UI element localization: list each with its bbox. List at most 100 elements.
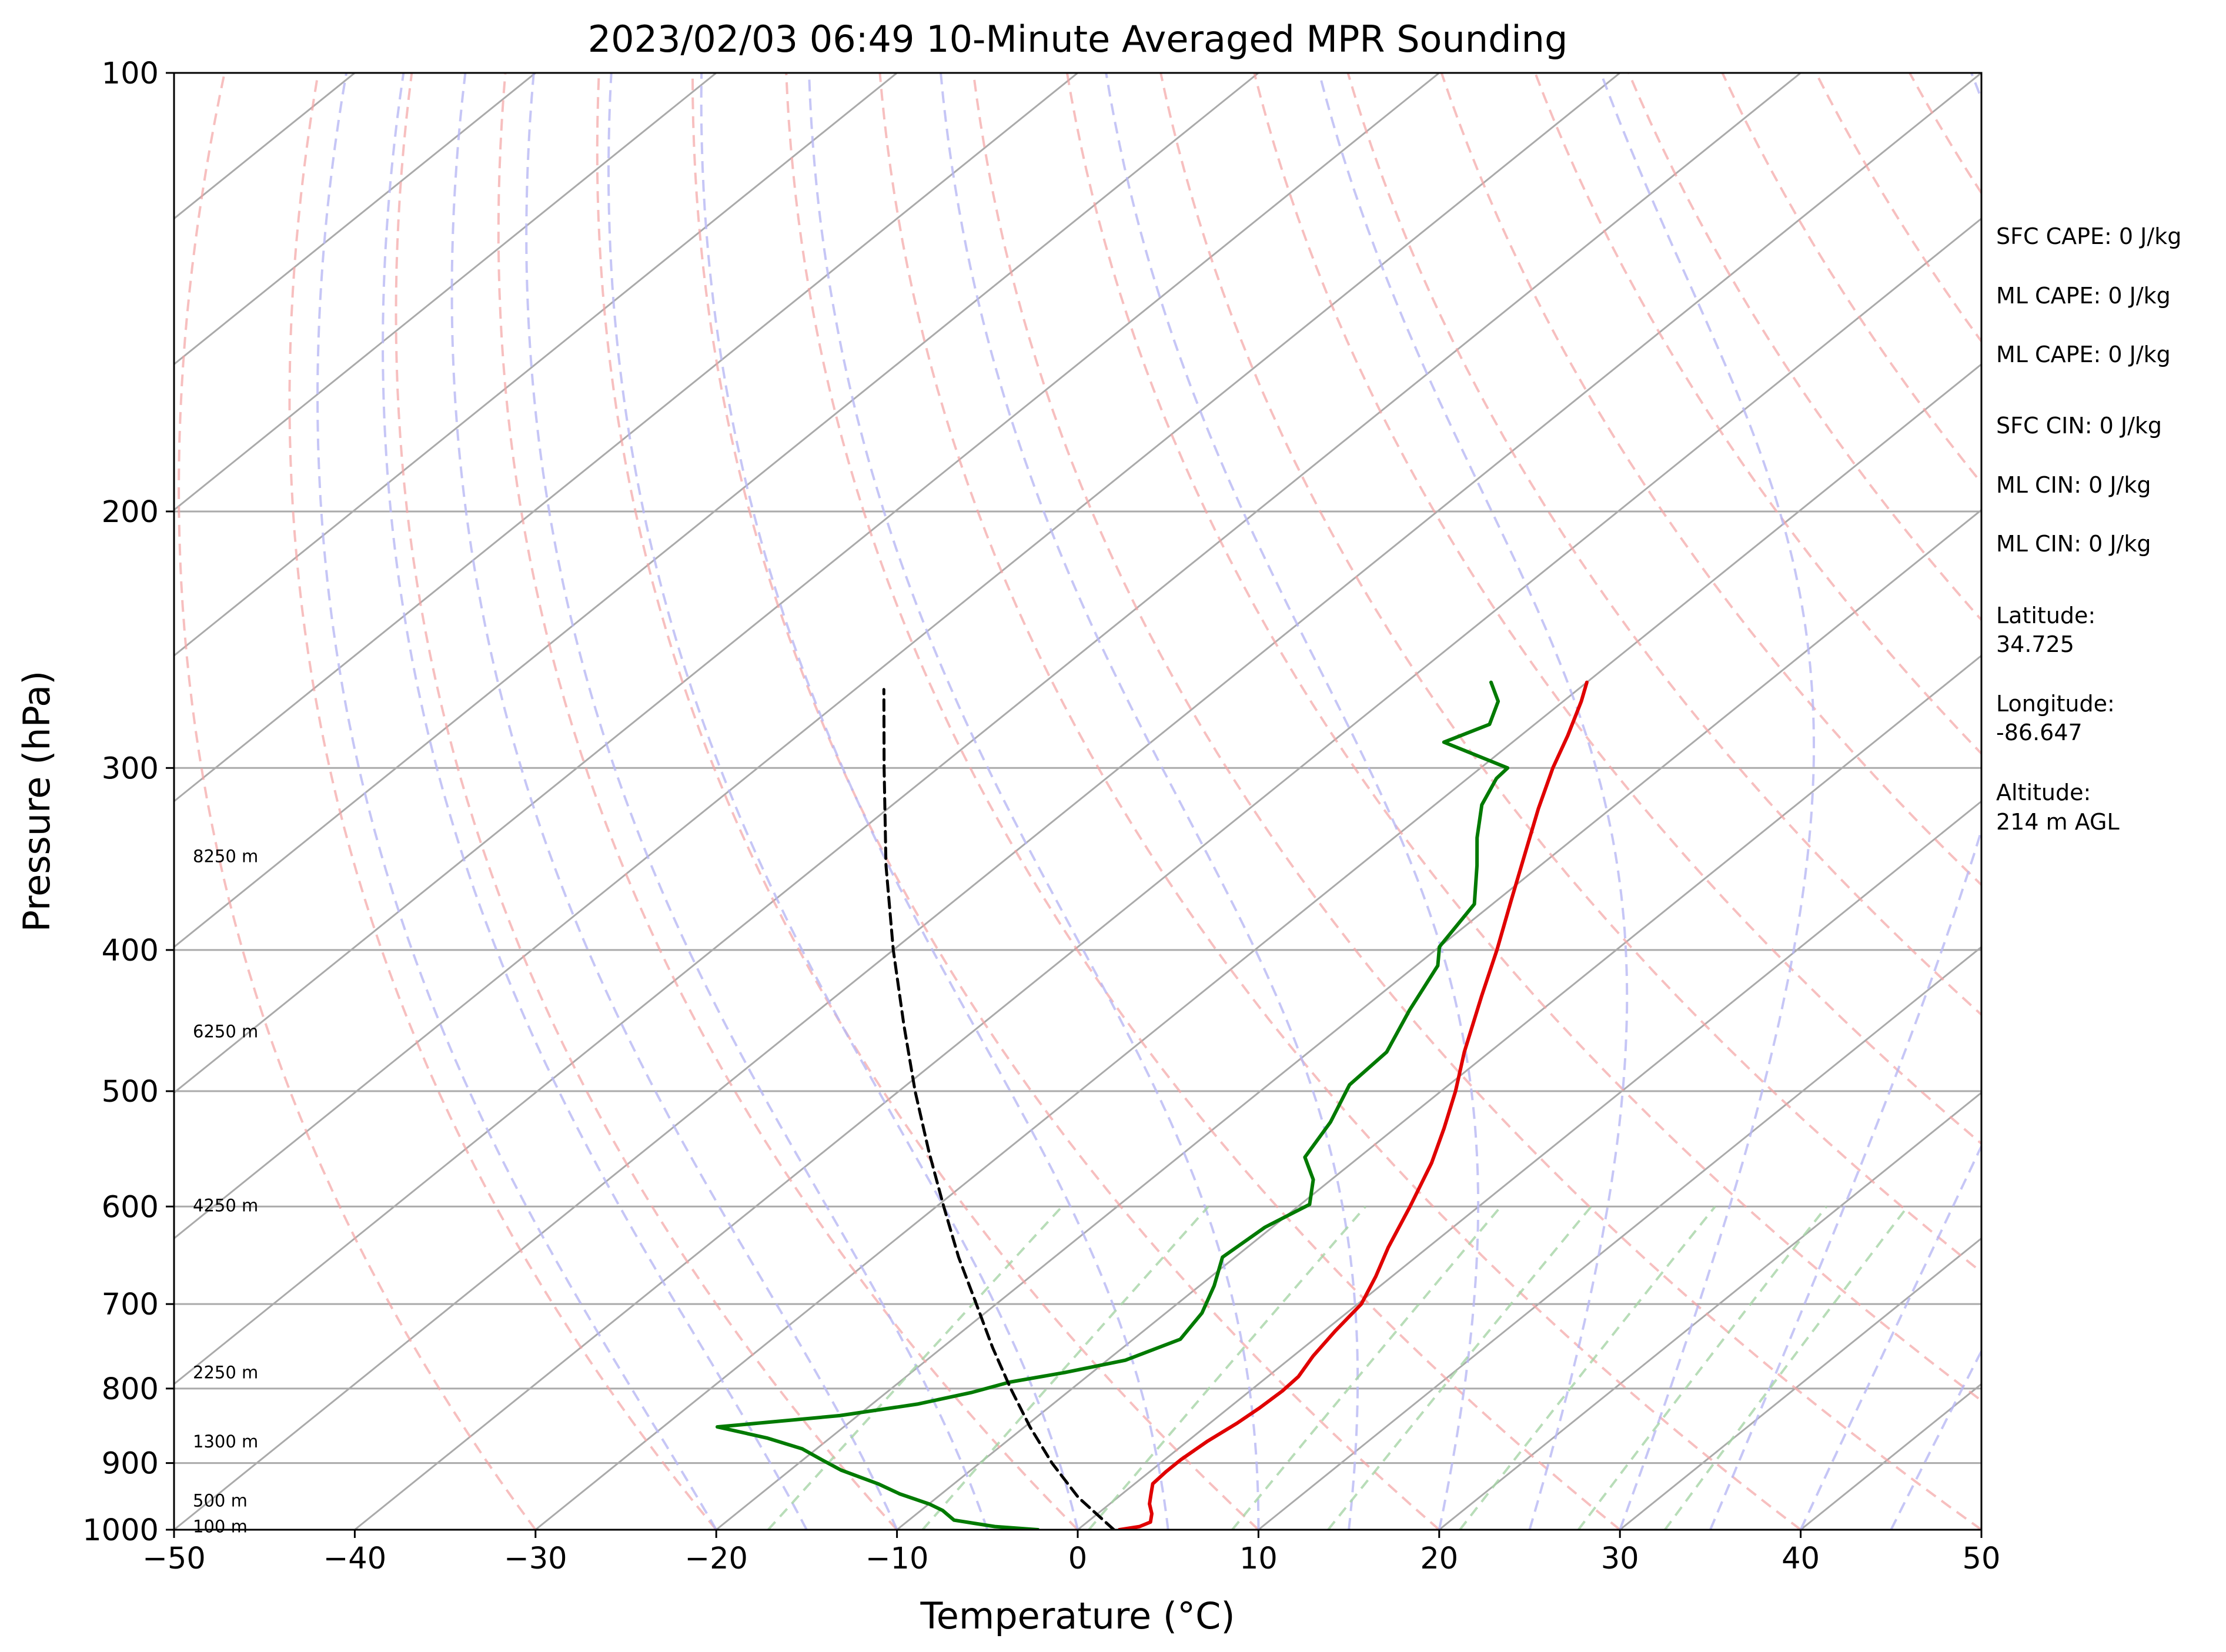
isotherm-line bbox=[174, 73, 1078, 802]
temperature-line bbox=[1117, 680, 1589, 1530]
dry-adiabat-line bbox=[395, 73, 898, 1530]
height-labels: 8250 m 6250 m 4250 m 2250 m 1300 m 500 m 100 m bbox=[193, 847, 258, 1537]
isotherm-line bbox=[174, 73, 1621, 1240]
chart-title: 2023/02/03 06:49 10-Minute Averaged MPR … bbox=[588, 18, 1568, 61]
isotherm-line bbox=[1619, 1237, 1981, 1530]
axis-ticks: −50 −40 −30 −20 −10 0 10 20 30 40 50 100 200 300 400 50… bbox=[82, 56, 2000, 1576]
moist-adiabat-line bbox=[1105, 73, 1480, 1530]
moist-adiabat-line bbox=[1318, 73, 1629, 1530]
moist-adiabat-line bbox=[700, 73, 1169, 1530]
height-label: 6250 m bbox=[193, 1022, 258, 1042]
x-tick-label: −40 bbox=[323, 1541, 387, 1576]
y-tick-label: 800 bbox=[102, 1372, 159, 1407]
background-lines bbox=[174, 73, 2226, 1530]
mixing-ratio-line bbox=[1088, 1205, 1367, 1530]
isotherm-line bbox=[174, 73, 898, 657]
ml-cin-text: ML CIN: 0 J/kg bbox=[1996, 472, 2151, 498]
altitude-value: 214 m AGL bbox=[1996, 809, 2120, 835]
dry-adiabat-line bbox=[497, 73, 1079, 1530]
isotherm-line bbox=[1258, 945, 1981, 1530]
y-tick-label: 100 bbox=[102, 56, 159, 91]
y-tick-label: 700 bbox=[102, 1288, 159, 1322]
x-tick-label: 30 bbox=[1601, 1541, 1639, 1576]
parcel-path-line bbox=[882, 688, 1115, 1530]
y-tick-label: 400 bbox=[102, 934, 159, 968]
moist-adiabat-line bbox=[450, 73, 898, 1530]
moist-adiabat-line bbox=[316, 73, 717, 1530]
isotherm-line bbox=[354, 217, 1981, 1530]
moist-adiabat-line bbox=[1799, 1143, 1981, 1530]
x-tick-label: −30 bbox=[504, 1541, 567, 1576]
height-label: 8250 m bbox=[193, 847, 258, 867]
dry-adiabat-line bbox=[1159, 73, 1981, 1274]
moist-adiabat-line bbox=[808, 73, 1260, 1530]
moist-adiabat-line bbox=[607, 73, 1079, 1530]
y-tick-label: 300 bbox=[102, 751, 159, 786]
mixing-ratio-line bbox=[1664, 1206, 1909, 1530]
y-tick-label: 600 bbox=[102, 1190, 159, 1225]
moist-adiabat-line bbox=[1890, 1349, 1981, 1530]
x-tick-label: −50 bbox=[142, 1541, 206, 1576]
x-tick-label: 20 bbox=[1420, 1541, 1458, 1576]
y-axis-label: Pressure (hPa) bbox=[15, 671, 58, 932]
dry-adiabat-line bbox=[972, 73, 1981, 1530]
isotherm-line bbox=[174, 73, 1259, 948]
latitude-label: Latitude: bbox=[1996, 603, 2095, 628]
isotherm-line bbox=[896, 654, 1981, 1530]
height-label: 100 m bbox=[193, 1517, 248, 1537]
isotherm-line bbox=[174, 73, 717, 511]
side-panel: SFC CAPE: 0 J/kg ML CAPE: 0 J/kg ML CAPE… bbox=[1996, 223, 2181, 835]
dry-adiabat-line bbox=[1627, 73, 1981, 622]
height-label: 500 m bbox=[193, 1490, 248, 1510]
sfc-cape-text: SFC CAPE: 0 J/kg bbox=[1996, 223, 2181, 249]
mixing-ratio-line bbox=[921, 1205, 1209, 1530]
series-layer bbox=[716, 680, 1589, 1530]
y-tick-label: 1000 bbox=[82, 1513, 159, 1548]
dry-adiabat-line bbox=[1440, 73, 1981, 887]
isotherm-line bbox=[1077, 800, 1981, 1530]
moist-adiabat-line bbox=[382, 73, 808, 1530]
moist-adiabat-line bbox=[1599, 73, 1815, 1530]
x-tick-label: 50 bbox=[1963, 1541, 2001, 1576]
dry-adiabat-line bbox=[878, 73, 1801, 1530]
x-tick-label: 10 bbox=[1239, 1541, 1278, 1576]
longitude-label: Longitude: bbox=[1996, 691, 2115, 717]
mixing-ratio-line bbox=[767, 1205, 1063, 1530]
x-tick-label: 40 bbox=[1782, 1541, 1820, 1576]
y-tick-label: 900 bbox=[102, 1447, 159, 1482]
height-label: 4250 m bbox=[193, 1195, 258, 1215]
height-label: 1300 m bbox=[193, 1432, 258, 1452]
x-axis-label: Temperature (°C) bbox=[920, 1594, 1235, 1637]
y-tick-label: 200 bbox=[102, 495, 159, 530]
dry-adiabat-line bbox=[2191, 73, 2226, 1530]
isotherm-line bbox=[174, 73, 1440, 1094]
moist-adiabat-line bbox=[940, 73, 1359, 1530]
x-tick-label: −20 bbox=[684, 1541, 748, 1576]
longitude-value: -86.647 bbox=[1996, 720, 2083, 745]
x-tick-label: −10 bbox=[865, 1541, 929, 1576]
dry-adiabat-line bbox=[178, 73, 537, 1530]
isotherm-line bbox=[174, 73, 536, 366]
mixing-ratio-line bbox=[1459, 1206, 1716, 1530]
dry-adiabat-line bbox=[288, 73, 717, 1530]
ml-cape-text: ML CAPE: 0 J/kg bbox=[1996, 283, 2171, 309]
altitude-label: Altitude: bbox=[1996, 780, 2091, 805]
ml-cape-text-2: ML CAPE: 0 J/kg bbox=[1996, 342, 2171, 367]
mixing-ratio-line bbox=[1577, 1206, 1827, 1530]
dry-adiabat-line bbox=[596, 73, 1259, 1530]
dry-adiabat-line bbox=[785, 73, 1621, 1530]
dry-adiabat-line bbox=[1065, 73, 1981, 1402]
isotherm-line bbox=[1438, 1091, 1981, 1530]
isotherm-line bbox=[174, 73, 1981, 1530]
height-label: 2250 m bbox=[193, 1363, 258, 1383]
ml-cin-text-2: ML CIN: 0 J/kg bbox=[1996, 531, 2151, 557]
sfc-cin-text: SFC CIN: 0 J/kg bbox=[1996, 413, 2162, 439]
dry-adiabat-line bbox=[1346, 73, 1981, 1016]
x-tick-label: 0 bbox=[1068, 1541, 1087, 1576]
isotherm-line bbox=[716, 509, 1981, 1530]
y-tick-label: 500 bbox=[102, 1075, 159, 1109]
dry-adiabat-line bbox=[1253, 73, 1981, 1145]
isotherm-line bbox=[174, 73, 1801, 1386]
dry-adiabat-line bbox=[1534, 73, 1981, 755]
